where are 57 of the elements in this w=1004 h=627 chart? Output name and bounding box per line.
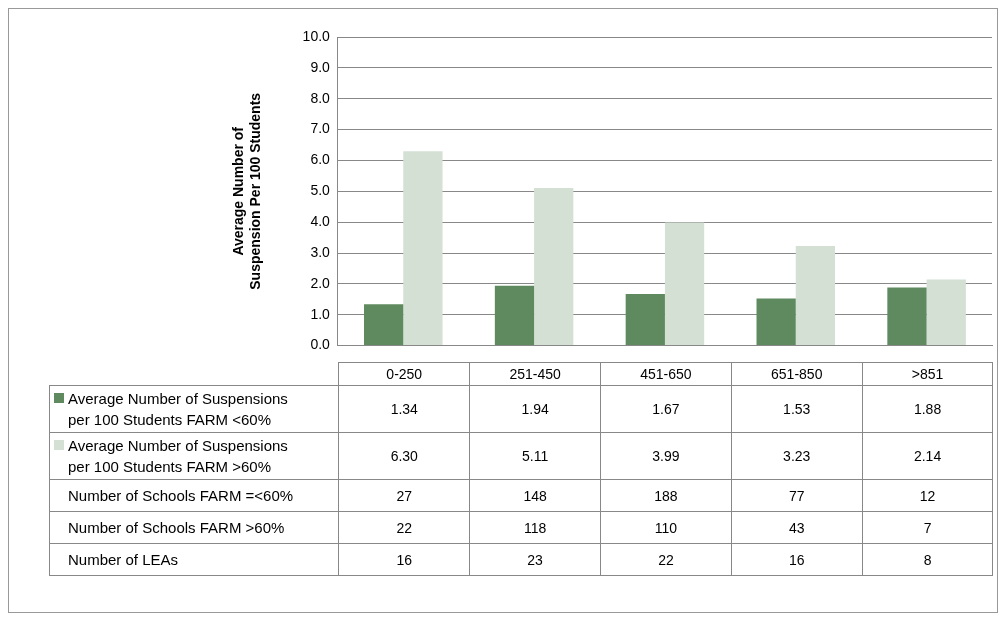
- y-tick-label: 10.0: [302, 27, 331, 44]
- data-label: 1.34: [338, 385, 470, 433]
- text: 23: [527, 551, 543, 568]
- legend-label: Average Number of Suspensions per 100 Students FARM >60%: [68, 436, 289, 477]
- data-label: 1.53: [731, 385, 863, 433]
- y-tick-label: 0.0: [310, 336, 331, 353]
- x-tick-label: 0-250: [338, 362, 470, 386]
- y-tick-label: 8.0: [310, 89, 331, 106]
- data-label: 1.67: [600, 385, 732, 433]
- text: 110: [654, 519, 678, 536]
- y-tick-label: 7.0: [310, 120, 331, 137]
- y-tick-label: 9.0: [310, 58, 331, 75]
- text: 12: [919, 487, 936, 504]
- bar: [403, 151, 443, 346]
- bar: [494, 285, 535, 346]
- bar: [756, 298, 796, 346]
- legend-label: Average Number of Suspensions per 100 Students FARM <60%: [68, 389, 289, 430]
- text: 118: [523, 519, 547, 536]
- y-tick-label: 5.0: [310, 182, 331, 199]
- x-tick-label: 251-450: [469, 362, 601, 386]
- bar: [887, 287, 927, 346]
- text: 8: [923, 551, 932, 568]
- data-label: 6.30: [338, 432, 470, 480]
- bar: [926, 279, 966, 346]
- bar: [795, 245, 835, 346]
- text: Number of Schools FARM >60%: [68, 518, 285, 538]
- y-tick-label: 3.0: [310, 243, 331, 260]
- bar: [364, 304, 404, 346]
- text: 188: [654, 487, 678, 504]
- bar: [534, 187, 574, 346]
- x-tick-label: 651-850: [731, 362, 863, 386]
- bar: [625, 294, 665, 346]
- text: 22: [396, 519, 413, 536]
- bar: [664, 222, 705, 346]
- text: 27: [396, 487, 413, 504]
- y-tick-label: 1.0: [310, 305, 331, 322]
- text: 22: [658, 551, 674, 568]
- text: 7: [923, 519, 932, 536]
- y-axis-title: Average Number of Suspension Per 100 Students: [230, 92, 264, 290]
- text: 148: [523, 487, 547, 504]
- data-label: 1.94: [469, 385, 601, 433]
- y-tick-label: 4.0: [310, 213, 331, 230]
- data-label: 2.14: [862, 432, 993, 480]
- text: 77: [788, 487, 805, 504]
- y-tick-label: 6.0: [310, 151, 331, 168]
- text: Number of LEAs: [68, 550, 179, 570]
- data-label: 3.99: [600, 432, 732, 480]
- text: 43: [788, 519, 805, 536]
- data-label: 5.11: [469, 432, 601, 480]
- text: Number of Schools FARM =<60%: [68, 486, 294, 506]
- text: 16: [788, 551, 805, 568]
- data-label: 1.88: [862, 385, 993, 433]
- y-tick-label: 2.0: [310, 274, 331, 291]
- text: 16: [396, 551, 413, 568]
- x-tick-label: 451-650: [600, 362, 732, 386]
- data-label: 3.23: [731, 432, 863, 480]
- x-tick-label: >851: [862, 362, 993, 386]
